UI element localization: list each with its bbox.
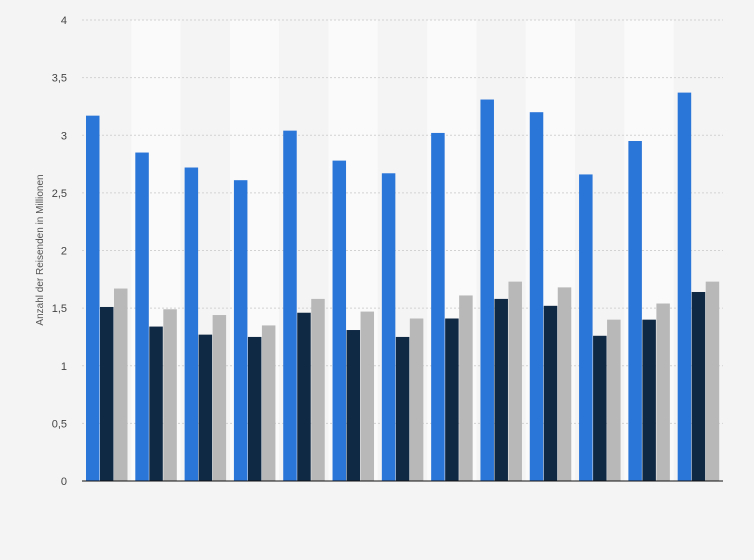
y-tick-label: 3 xyxy=(61,130,67,142)
bar xyxy=(529,112,544,481)
bar xyxy=(360,311,375,481)
bar xyxy=(705,281,720,481)
bar xyxy=(297,312,311,481)
bar xyxy=(459,295,473,481)
bar xyxy=(543,305,558,481)
bar xyxy=(212,315,227,481)
bar xyxy=(114,288,128,481)
bar xyxy=(579,174,593,481)
bar xyxy=(656,303,670,481)
bar xyxy=(480,99,494,482)
bar xyxy=(198,334,213,481)
y-tick-label: 0 xyxy=(61,476,67,488)
y-tick-label: 3,5 xyxy=(52,73,67,85)
bar xyxy=(677,92,692,482)
bar xyxy=(642,319,656,481)
bar xyxy=(346,330,361,481)
y-tick-label: 0,5 xyxy=(52,418,67,430)
y-tick-label: 1,5 xyxy=(52,303,67,315)
y-tick-label: 4 xyxy=(61,15,67,27)
y-tick-label: 1 xyxy=(61,361,67,373)
bars xyxy=(86,92,720,482)
bar xyxy=(247,336,262,481)
bar xyxy=(593,335,607,481)
bar xyxy=(86,115,100,481)
bar xyxy=(431,132,445,481)
bar xyxy=(691,291,706,481)
bar xyxy=(149,326,163,481)
bar xyxy=(445,318,459,481)
bar xyxy=(135,152,149,481)
bar xyxy=(283,130,297,481)
bar xyxy=(332,160,347,482)
y-tick-label: 2,5 xyxy=(52,188,67,200)
bar xyxy=(163,309,177,481)
bar xyxy=(184,167,199,481)
bar xyxy=(628,141,642,481)
bar xyxy=(261,325,276,481)
bar xyxy=(233,180,248,481)
bar xyxy=(557,287,572,481)
y-tick-label: 2 xyxy=(61,246,67,258)
bar xyxy=(607,319,621,481)
bar xyxy=(100,306,114,481)
bar xyxy=(508,281,522,481)
bar xyxy=(395,336,410,481)
y-axis-ticks: 0 0,5 1 1,5 2 2,5 3 3,5 4 xyxy=(52,15,67,488)
bar xyxy=(494,298,508,481)
bar xyxy=(409,318,424,481)
bar xyxy=(381,173,396,481)
bar xyxy=(311,298,325,481)
y-axis-title: Anzahl der Reisenden in Millionen xyxy=(35,174,46,325)
